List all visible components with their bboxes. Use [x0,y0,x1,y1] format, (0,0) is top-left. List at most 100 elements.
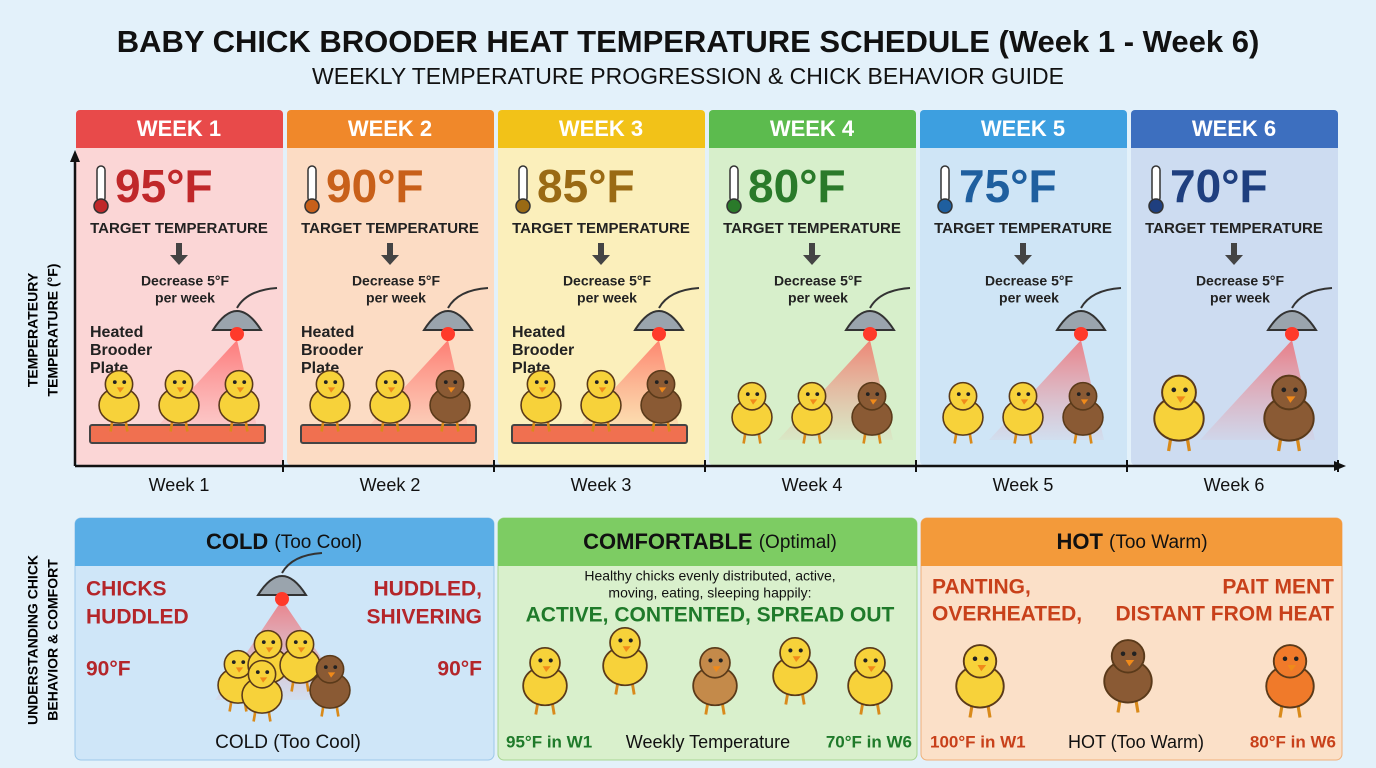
y-arrow [70,150,80,162]
x-label: Week 2 [360,475,421,495]
down-arrow [381,243,399,265]
week-label: WEEK 1 [137,116,221,141]
panel-footer: COLD (Too Cool) [215,732,361,753]
side-label: UNDERSTANDING CHICK [25,555,41,725]
chick-head [164,369,194,399]
note: per week [577,290,637,306]
caption: TARGET TEMPERATURE [301,220,479,237]
title: HOT [1056,529,1103,554]
chick-beak [792,656,801,662]
chick [520,369,562,432]
x-label: Week 3 [571,475,632,495]
title-note: (Too Warm) [1109,532,1208,553]
chick-eye [984,656,989,661]
cold-text: SHIVERING [366,606,482,629]
chick [731,381,773,444]
cold-temp: 90°F [437,658,482,681]
chick-beak [809,399,818,405]
hot-text: PANTING, [932,576,1031,599]
chick [309,369,351,432]
footer-center: HOT (Too Warm) [1068,732,1204,752]
panel-header [1131,110,1338,148]
chick-eye [1026,392,1031,397]
chick-eye [1120,651,1126,656]
week-panel: WEEK 1 95°F TARGET TEMPERATURE Decrease 5°F… [76,110,284,495]
week-panel: WEEK 3 85°F TARGET TEMPERATURE Decrease 5°F… [498,110,706,495]
chick-head [737,381,767,411]
chick-eye [393,380,398,385]
chick-eye [628,638,633,643]
panel-header [498,518,917,566]
chick-eye [966,392,971,397]
chick [640,369,682,432]
chick-eye [182,380,187,385]
chick-beak [1080,399,1089,405]
chick [1153,374,1205,452]
title-note: (Optimal) [759,532,837,553]
chick [692,646,738,715]
chick-head [315,369,345,399]
chick-beak [447,387,456,393]
chick [847,646,893,715]
description: Healthy chicks evenly distributed, activ… [584,568,835,584]
lamp-bulb [441,327,455,341]
cold-temp: 90°F [86,658,131,681]
chick-beak [977,665,987,672]
chick-head [609,626,641,659]
plate-label: Brooder [90,342,152,359]
chick-eye [718,658,723,663]
hot-text: PAIT MENT [1222,576,1334,599]
week-label: WEEK 6 [1192,116,1276,141]
lamp-shade [633,310,685,331]
chick-head [315,654,345,684]
hot-text: DISTANT FROM HEAT [1115,603,1334,626]
chick-beak [1020,399,1029,405]
footer-left: 100°F in W1 [930,732,1026,751]
chick-eye [241,660,246,665]
cold-text: CHICKS [86,578,167,601]
thermometer-bulb [93,198,109,214]
chick-eye [875,392,880,397]
chick-eye [654,380,659,385]
temperature: 85°F [537,160,635,212]
y-label: TEMPERATEURY [25,272,41,387]
chick-beak [598,387,607,393]
down-arrow [1225,243,1243,265]
temperature: 75°F [959,160,1057,212]
chick [309,654,351,717]
thermometer-bulb [304,198,320,214]
thermometer-bulb [937,198,953,214]
illustrations [215,552,1315,722]
chick-eye [231,660,236,665]
brooder-plate [511,424,688,444]
chick-eye [873,658,878,663]
chick [369,369,411,432]
cold-text: HUDDLED [86,606,189,629]
chick-head [948,381,978,411]
chick [1265,644,1315,718]
chick-eye [453,380,458,385]
week-panel: WEEK 4 80°F TARGET TEMPERATURE Decrease 5°F… [709,110,917,495]
caption: TARGET TEMPERATURE [723,220,901,237]
chick-head [247,659,277,689]
chick [772,636,818,705]
chick-head [1272,644,1308,679]
chick-beak [1176,396,1186,403]
chick-eye [303,640,308,645]
chick-eye [1282,656,1288,661]
chick-beak [960,399,969,405]
panel-header [287,110,494,148]
chick-eye [1016,392,1021,397]
lamp-shade [844,310,896,331]
chick-eye [1281,387,1287,393]
y-label: TEMPERATURE (°F) [45,264,61,397]
chick-eye [788,648,793,653]
note: per week [1210,290,1270,306]
chick-beak [1286,396,1296,403]
chick-beak [236,387,245,393]
subtitle: WEEKLY TEMPERATURE PROGRESSION & CHICK B… [312,63,1064,89]
chick-beak [712,666,721,672]
chick [429,369,471,432]
chick-beak [1125,660,1135,667]
chick-head [253,629,283,659]
